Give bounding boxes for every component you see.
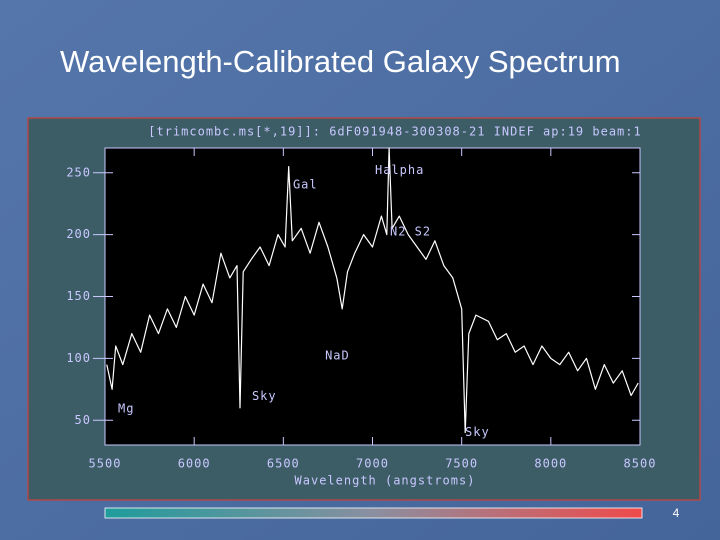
x-tick-label: 6500: [267, 457, 300, 471]
y-tick-label: 150: [66, 289, 91, 303]
x-tick-label: 8500: [624, 457, 657, 471]
y-tick-label: 200: [66, 227, 91, 241]
plot-title: [trimcombc.ms[*,19]]: 6dF091948-300308-2…: [148, 125, 641, 139]
y-tick-label: 250: [66, 165, 91, 179]
y-tick-label: 100: [66, 351, 91, 365]
page-number: 4: [673, 506, 680, 520]
x-tick-label: 5500: [89, 457, 122, 471]
annotation: Sky: [252, 389, 277, 403]
x-tick-label: 7500: [445, 457, 478, 471]
annotation: NaD: [325, 348, 350, 362]
slide-title: Wavelength-Calibrated Galaxy Spectrum: [60, 44, 621, 79]
footer-bar: [104, 507, 643, 519]
plot-area: [105, 148, 640, 445]
annotation: N2 S2: [390, 225, 431, 239]
spectrum-line: [106, 147, 639, 434]
x-axis-label: Wavelength (angstroms): [295, 474, 476, 488]
x-tick-label: 7000: [356, 457, 389, 471]
x-tick-label: 8000: [534, 457, 567, 471]
annotation: Sky: [465, 425, 490, 439]
annotation: Halpha: [375, 163, 424, 177]
y-tick-label: 50: [75, 413, 91, 427]
annotation: Gal: [293, 178, 318, 192]
x-tick-label: 6000: [178, 457, 211, 471]
annotation: Mg: [118, 402, 134, 416]
